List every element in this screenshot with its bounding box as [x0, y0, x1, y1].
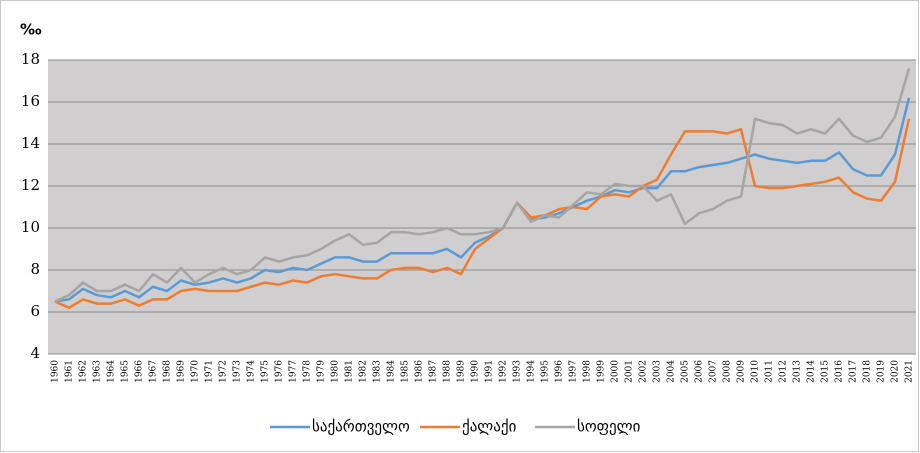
y-tick-label: 12 — [21, 176, 40, 194]
x-tick-label: 1996 — [555, 360, 565, 383]
x-tick-label: 1984 — [387, 360, 397, 383]
x-tick-label: 2021 — [905, 360, 915, 383]
x-tick-label: 1992 — [499, 360, 509, 383]
y-tick-label: 6 — [30, 302, 40, 320]
x-tick-label: 2013 — [793, 360, 803, 383]
x-tick-label: 1963 — [93, 360, 103, 383]
x-tick-label: 2016 — [835, 360, 845, 383]
y-tick-label: 16 — [21, 92, 40, 110]
y-tick-label: 4 — [30, 344, 40, 362]
x-tick-label: 1975 — [261, 360, 271, 383]
x-tick-label: 1980 — [331, 360, 341, 383]
x-tick-label: 2001 — [625, 360, 635, 383]
x-tick-label: 2004 — [667, 360, 677, 383]
x-tick-label: 1997 — [569, 360, 579, 383]
x-tick-label: 1987 — [429, 360, 439, 383]
x-tick-label: 1982 — [359, 360, 369, 383]
series-line — [54, 97, 911, 303]
y-tick-label: 8 — [30, 260, 40, 278]
x-tick-label: 2002 — [639, 360, 649, 383]
x-tick-label: 2006 — [695, 360, 705, 383]
x-tick-label: 1970 — [191, 360, 201, 383]
x-tick-label: 1978 — [303, 360, 313, 383]
legend-label: სოფელი — [577, 418, 641, 436]
x-tick-label: 2017 — [849, 360, 859, 383]
x-tick-label: 1971 — [205, 360, 215, 383]
series-line — [54, 118, 911, 310]
series-line — [54, 68, 911, 303]
x-tick-label: 2014 — [807, 360, 817, 383]
y-tick-label: 14 — [21, 134, 40, 152]
x-tick-label: 2000 — [611, 360, 621, 383]
x-tick-label: 2020 — [891, 360, 901, 383]
unit-label: ‰ — [20, 21, 42, 39]
x-tick-label: 1993 — [513, 360, 523, 383]
x-tick-label: 1988 — [443, 360, 453, 383]
x-tick-label: 1977 — [289, 360, 299, 383]
x-tick-label: 1983 — [373, 360, 383, 383]
x-tick-label: 1979 — [317, 360, 327, 383]
x-tick-label: 1989 — [457, 360, 467, 383]
y-tick-label: 10 — [21, 218, 40, 236]
x-tick-label: 1976 — [275, 360, 285, 383]
x-tick-label: 1985 — [401, 360, 411, 383]
legend-label: საქართველო — [312, 418, 410, 436]
x-tick-label: 2009 — [737, 360, 747, 383]
x-tick-label: 1965 — [121, 360, 131, 383]
x-tick-label: 2007 — [709, 360, 719, 383]
x-tick-label: 1995 — [541, 360, 551, 383]
x-tick-label: 1998 — [583, 360, 593, 383]
x-tick-label: 2008 — [723, 360, 733, 383]
x-tick-label: 2019 — [877, 360, 887, 383]
x-tick-label: 2010 — [751, 360, 761, 383]
x-tick-label: 2018 — [863, 360, 873, 383]
x-tick-label: 1960 — [51, 360, 61, 383]
x-tick-label: 2011 — [765, 360, 775, 383]
x-tick-label: 2015 — [821, 360, 831, 383]
x-tick-label: 1974 — [247, 360, 257, 383]
x-tick-label: 1968 — [163, 360, 173, 383]
y-tick-label: 18 — [21, 50, 40, 68]
x-tick-label: 1962 — [79, 360, 89, 383]
x-tick-label: 1961 — [65, 360, 75, 383]
x-tick-label: 1964 — [107, 360, 117, 383]
x-tick-label: 2003 — [653, 360, 663, 383]
x-tick-label: 1986 — [415, 360, 425, 383]
x-tick-label: 2012 — [779, 360, 789, 383]
x-tick-label: 1994 — [527, 360, 537, 383]
x-tick-label: 1973 — [233, 360, 243, 383]
legend-label: ქალაქი — [462, 418, 517, 436]
x-tick-label: 1981 — [345, 360, 355, 383]
x-tick-label: 1969 — [177, 360, 187, 383]
x-tick-label: 1991 — [485, 360, 495, 383]
x-tick-label: 1999 — [597, 360, 607, 383]
x-tick-label: 1966 — [135, 360, 145, 383]
x-tick-label: 1990 — [471, 360, 481, 383]
plot-area — [48, 60, 916, 354]
x-tick-label: 1967 — [149, 360, 159, 383]
x-tick-label: 2005 — [681, 360, 691, 383]
x-tick-label: 1972 — [219, 360, 229, 383]
